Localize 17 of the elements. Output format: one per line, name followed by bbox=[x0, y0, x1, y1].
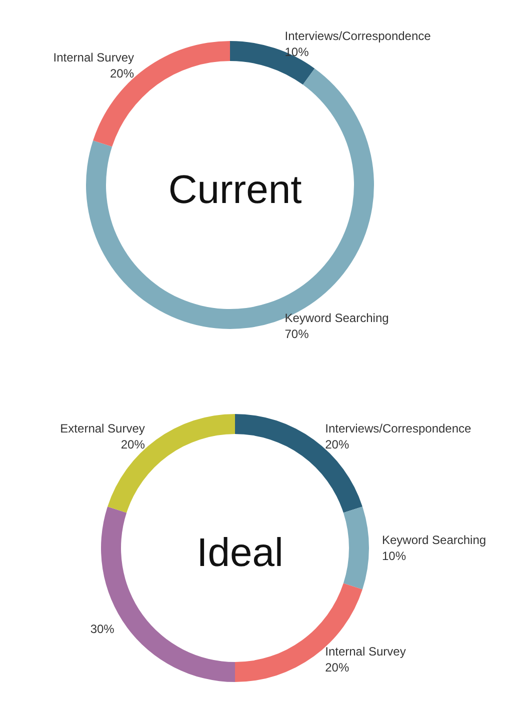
data-label: 70% bbox=[284, 326, 310, 341]
text: Current bbox=[168, 168, 302, 212]
data-label: 10% bbox=[284, 45, 310, 60]
data-label: 20% bbox=[325, 437, 350, 452]
slice-label: External Survey bbox=[60, 421, 145, 436]
data-label: 20% bbox=[110, 66, 134, 80]
data-label: 30% bbox=[90, 622, 115, 636]
slice-label: Internal Survey bbox=[53, 50, 134, 64]
text: Ideal bbox=[196, 531, 284, 575]
slice-label: Keyword Searching bbox=[284, 310, 389, 325]
slice-label: Keyword Searching bbox=[382, 533, 486, 547]
data-label: 20% bbox=[325, 660, 350, 675]
data-label: 20% bbox=[120, 437, 146, 452]
data-label: 10% bbox=[382, 549, 406, 563]
slice-label: Interviews/Correspondence bbox=[284, 29, 432, 44]
slice-label: Internal Survey bbox=[325, 644, 406, 659]
slice-label: Interviews/Correspondence bbox=[325, 421, 472, 436]
